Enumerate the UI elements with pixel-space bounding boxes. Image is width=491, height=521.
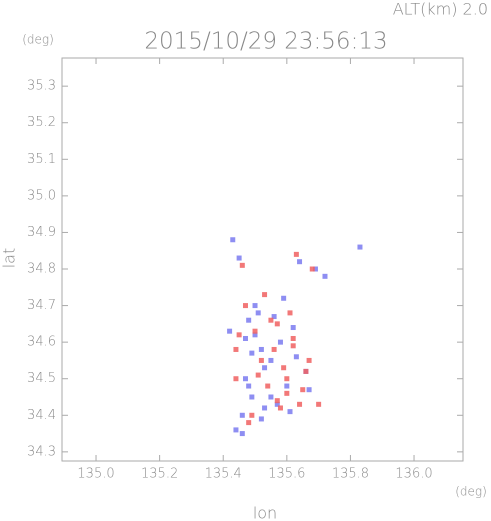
data-point (274, 398, 280, 404)
data-point (322, 273, 328, 279)
data-point (246, 420, 252, 426)
y-tick-label: 35.1 (27, 152, 56, 167)
data-point (249, 412, 255, 418)
data-point (268, 317, 274, 323)
x-tick-label: 135.4 (205, 467, 242, 482)
data-point (252, 328, 258, 334)
subtitle: ALT(km) 2.0 (393, 0, 488, 19)
x-tick-label: 136.0 (395, 467, 432, 482)
data-point (290, 325, 296, 331)
y-axis-label: lat (0, 248, 19, 269)
data-point (277, 405, 283, 411)
data-point (268, 394, 274, 400)
data-point (293, 354, 299, 360)
data-point (287, 310, 293, 316)
y-tick-label: 34.5 (27, 371, 56, 386)
plot-frame (61, 57, 464, 462)
data-point (297, 401, 303, 407)
data-point (303, 368, 309, 374)
y-tick-label: 35.3 (27, 79, 56, 94)
data-point (281, 295, 287, 301)
y-unit: (deg) (22, 33, 54, 47)
data-point (262, 292, 268, 298)
data-point (309, 266, 315, 272)
data-point (271, 314, 277, 320)
data-point (300, 387, 306, 393)
data-point (258, 416, 264, 422)
data-point (284, 376, 290, 382)
data-point (258, 357, 264, 363)
data-point (274, 321, 280, 327)
data-point (262, 405, 268, 411)
data-point (277, 339, 283, 345)
data-point (274, 401, 280, 407)
y-tick-label: 34.4 (27, 408, 56, 423)
data-point (246, 317, 252, 323)
data-point (236, 332, 242, 338)
data-point (290, 343, 296, 349)
data-point (287, 409, 293, 415)
data-point (239, 431, 245, 437)
data-point (242, 335, 248, 341)
data-point (290, 335, 296, 341)
data-point (252, 303, 258, 309)
data-point (242, 376, 248, 382)
data-point (252, 332, 258, 338)
y-tick-label: 34.3 (27, 444, 56, 459)
data-point (242, 303, 248, 309)
y-tick-label: 35.2 (27, 115, 56, 130)
data-point (233, 427, 239, 433)
data-point (249, 350, 255, 356)
x-tick-label: 135.2 (141, 467, 178, 482)
data-point (284, 390, 290, 396)
data-point (236, 255, 242, 261)
data-point (306, 357, 312, 363)
x-tick-label: 135.6 (268, 467, 305, 482)
y-tick-label: 34.9 (27, 225, 56, 240)
data-point (233, 376, 239, 382)
data-point (271, 346, 277, 352)
data-point (230, 237, 236, 243)
x-unit: (deg) (455, 485, 487, 499)
data-point (306, 387, 312, 393)
data-point (265, 383, 271, 389)
x-tick-label: 135.0 (77, 467, 114, 482)
data-point (284, 383, 290, 389)
data-point (297, 259, 303, 265)
data-point (239, 412, 245, 418)
data-point (249, 394, 255, 400)
data-point (357, 244, 363, 250)
y-tick-label: 34.7 (27, 298, 56, 313)
y-tick-label: 35.0 (27, 188, 56, 203)
data-point (268, 357, 274, 363)
data-point (239, 262, 245, 268)
data-point (255, 372, 261, 378)
data-point (255, 310, 261, 316)
data-point (281, 365, 287, 371)
data-point (293, 251, 299, 257)
y-tick-label: 34.6 (27, 335, 56, 350)
data-point (258, 346, 264, 352)
data-point (246, 383, 252, 389)
x-tick-label: 135.8 (332, 467, 369, 482)
x-axis-label: lon (253, 504, 277, 521)
chart-title: 2015/10/29 23:56:13 (144, 29, 387, 55)
data-point (262, 365, 268, 371)
data-point (227, 328, 233, 334)
data-point (316, 401, 322, 407)
data-point (312, 266, 318, 272)
y-tick-label: 34.8 (27, 262, 56, 277)
data-point (233, 346, 239, 352)
